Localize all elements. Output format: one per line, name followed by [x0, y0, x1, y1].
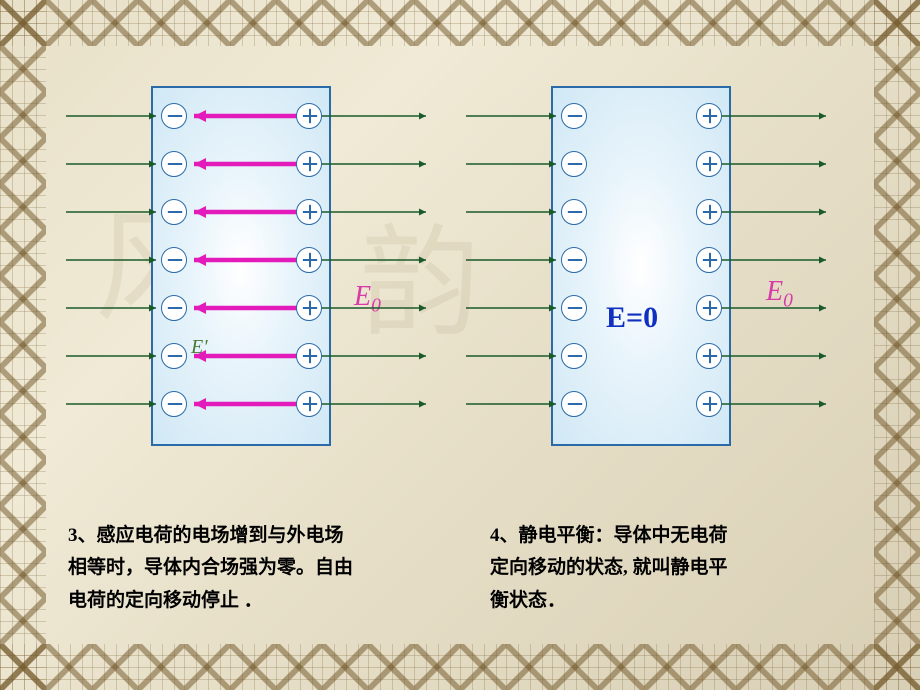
negative-charge-icon	[561, 391, 587, 417]
negative-charge-icon	[161, 343, 187, 369]
negative-charge-icon	[561, 199, 587, 225]
negative-charge-icon	[161, 199, 187, 225]
positive-charge-icon	[696, 151, 722, 177]
negative-charge-icon	[561, 151, 587, 177]
positive-charge-icon	[296, 343, 322, 369]
positive-charge-icon	[696, 295, 722, 321]
border-top	[0, 0, 920, 46]
negative-charge-icon	[561, 103, 587, 129]
field-label: E=0	[606, 301, 658, 335]
positive-charge-icon	[696, 343, 722, 369]
negative-charge-icon	[161, 295, 187, 321]
border-bottom	[0, 644, 920, 690]
positive-charge-icon	[696, 199, 722, 225]
figure-left: E0E'	[66, 86, 426, 456]
negative-charge-icon	[561, 247, 587, 273]
positive-charge-icon	[296, 103, 322, 129]
positive-charge-icon	[296, 295, 322, 321]
positive-charge-icon	[696, 391, 722, 417]
positive-charge-icon	[296, 199, 322, 225]
negative-charge-icon	[161, 151, 187, 177]
positive-charge-icon	[696, 103, 722, 129]
border-right	[874, 0, 920, 690]
positive-charge-icon	[296, 151, 322, 177]
figure-right: E0E=0	[466, 86, 826, 456]
negative-charge-icon	[561, 343, 587, 369]
caption-left: 3、感应电荷的电场增到与外电场相等时，导体内合场强为零。自由电荷的定向移动停止 …	[68, 520, 358, 617]
positive-charge-icon	[696, 247, 722, 273]
negative-charge-icon	[561, 295, 587, 321]
positive-charge-icon	[296, 391, 322, 417]
negative-charge-icon	[161, 103, 187, 129]
negative-charge-icon	[161, 391, 187, 417]
positive-charge-icon	[296, 247, 322, 273]
caption-right: 4、静电平衡：导体中无电荷定向移动的状态, 就叫静电平衡状态．	[490, 520, 740, 617]
border-left	[0, 0, 46, 690]
negative-charge-icon	[161, 247, 187, 273]
